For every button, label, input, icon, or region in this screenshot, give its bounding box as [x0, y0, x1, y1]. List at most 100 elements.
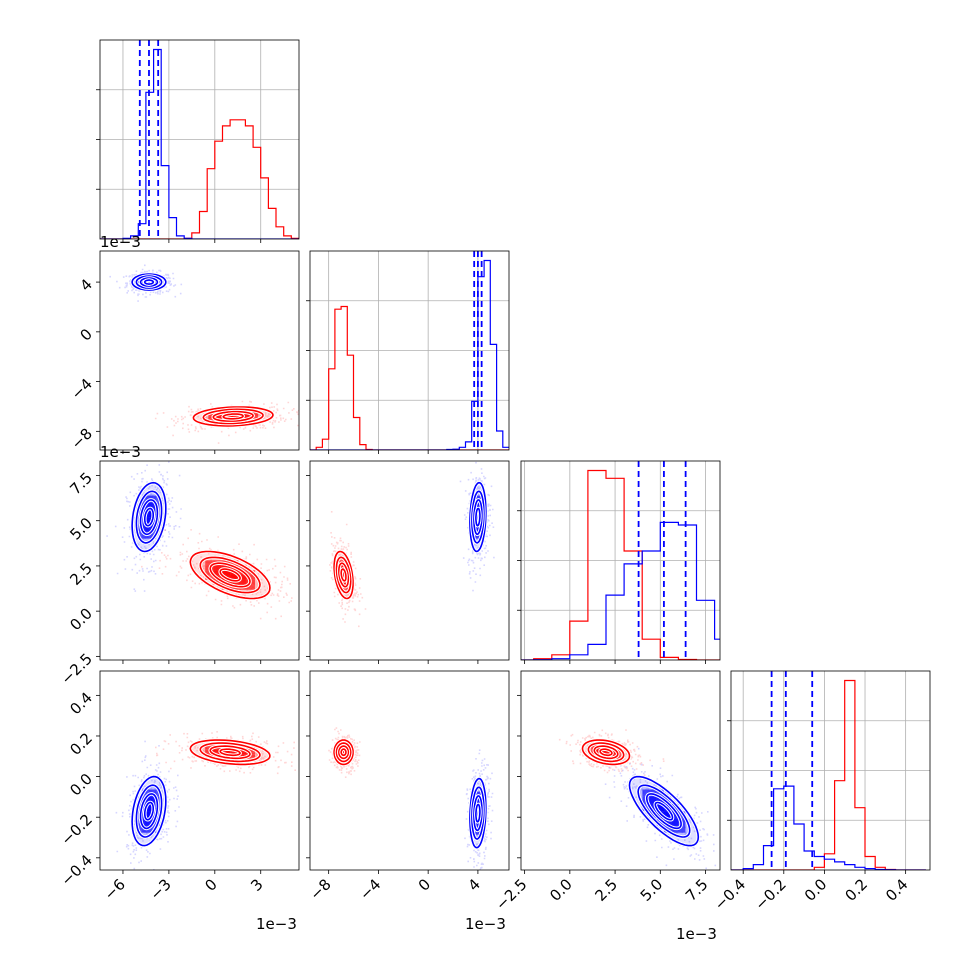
hist-3-series-a: [731, 785, 926, 870]
scatter-1-3-contour-0-1: [471, 786, 485, 840]
scatter-0-3-density-1: [238, 752, 247, 755]
scatter-panel-0-1-inner: [109, 264, 299, 444]
scatter-2-3-contour-1-0: [581, 739, 631, 766]
scatter-1-2-contour-1-3: [340, 568, 347, 582]
scatter-0-2-density-0: [149, 509, 153, 518]
scatter-0-1-contour-1-2: [212, 410, 254, 422]
scatter-0-1-density-1: [216, 416, 225, 419]
scatter-1-2-density-0: [476, 524, 478, 532]
scatter-0-3-density-0: [152, 796, 156, 804]
scatter-1-3-contour-0-3: [475, 803, 481, 823]
scatter-0-1-density-1: [249, 412, 259, 415]
scatter-2-3-density-0: [642, 789, 650, 797]
scatter-panel-1-3: [306, 670, 510, 874]
scatter-0-2-density-0: [152, 502, 156, 510]
scatter-panel-0-3-inner: [115, 731, 299, 870]
scatter-panel-2-3-frame: [520, 670, 721, 871]
scatter-0-3-contour-0-1: [135, 784, 163, 838]
hist-panel-0-inner: [100, 40, 299, 239]
scatter-0-3-density-0: [145, 796, 149, 804]
scatter-0-1-contour-1-1: [202, 408, 264, 425]
scatter-2-3-contour-1-1: [587, 742, 625, 763]
scatter-0-1-points-1: [154, 400, 299, 444]
hist-0-series-a: [100, 48, 299, 239]
scatter-panel-1-3-frame: [309, 670, 510, 871]
scatter-2-3-contour-0-2: [645, 793, 682, 830]
scatter-2-3-density-0: [649, 796, 657, 804]
scatter-0-3-density-1: [213, 749, 222, 753]
scatter-0-3-contour-0-2: [139, 793, 159, 830]
scatter-0-3-density-1: [213, 752, 222, 755]
hist-panel-0: [96, 39, 300, 243]
scatter-0-2-density-0: [142, 509, 146, 518]
scatter-panel-2-3: [517, 670, 721, 874]
scatter-1-2-contour-0-1: [471, 490, 485, 544]
scatter-0-2-density-0: [138, 531, 142, 539]
scatter-2-3-fill-0-1: [638, 785, 690, 837]
scatter-1-2-contour-1-2: [338, 562, 350, 588]
scatter-2-3-density-0: [663, 811, 672, 819]
hist-panel-1: [306, 250, 510, 454]
hist-0-series-b: [100, 119, 299, 239]
scatter-0-2-density-0: [156, 495, 160, 503]
scatter-0-2-contour-0-1: [135, 490, 163, 544]
scatter-0-2-contour-0-0: [131, 481, 167, 553]
scatter-0-2-contour-1-2: [209, 562, 251, 588]
scatter-0-3-density-0: [145, 811, 149, 819]
hist-panel-1-inner: [310, 251, 509, 450]
scatter-0-2-density-1: [205, 570, 214, 575]
scatter-panel-2-3-inner: [558, 729, 717, 870]
scatter-1-3-contour-1-3: [340, 748, 347, 757]
scatter-0-1-contour-0-1: [135, 275, 163, 289]
scatter-2-3-contour-0-1: [637, 784, 691, 838]
scatter-2-3-density-0: [649, 803, 657, 812]
scatter-0-2-density-0: [145, 495, 149, 503]
scatter-0-3-density-0: [149, 818, 153, 826]
scatter-0-3-density-1: [205, 752, 214, 755]
scatter-0-3-contour-1-1: [199, 742, 261, 763]
hist-panel-3: [727, 670, 931, 874]
scatter-0-2-points-0: [106, 461, 182, 592]
scatter-0-2-density-1: [238, 579, 247, 585]
scatter-0-1-contour-0-3: [143, 279, 155, 285]
scatter-0-3-contour-0-0: [131, 775, 167, 847]
scatter-0-1-density-1: [208, 418, 217, 421]
scatter-panel-1-2-frame: [309, 460, 510, 661]
scatter-1-3-contour-0-2: [473, 795, 483, 832]
scatter-0-2-density-0: [142, 524, 146, 532]
scatter-1-2-contour-0-3: [475, 507, 481, 527]
hist-panel-2-inner: [521, 461, 720, 660]
scatter-0-2-density-1: [221, 570, 231, 575]
scatter-0-3-density-0: [142, 818, 146, 826]
scatter-2-3-density-0: [663, 818, 672, 826]
scatter-0-3-contour-0-3: [143, 801, 155, 821]
scatter-2-3-density-0: [656, 796, 664, 804]
scatter-0-3-density-0: [149, 796, 153, 804]
scatter-panel-0-2-frame: [99, 460, 300, 661]
scatter-0-1-contour-0-0: [131, 273, 167, 291]
scatter-0-3-density-0: [149, 803, 153, 812]
scatter-panel-0-1-frame: [99, 250, 300, 451]
scatter-0-2-fill-1-0: [190, 551, 270, 599]
scatter-0-2-density-1: [246, 584, 255, 590]
scatter-2-3-density-0: [656, 803, 664, 812]
scatter-0-2-contour-1-0: [189, 550, 271, 600]
panels: −8−404−2.50.02.55.07.5−0.4−0.20.00.20.4−…: [58, 39, 931, 914]
scatter-1-2-contour-1-0: [333, 550, 354, 600]
scatter-0-3-contour-1-3: [219, 748, 241, 757]
scatter-2-3-density-0: [671, 811, 679, 819]
hist-panel-3-inner: [731, 671, 930, 870]
scatter-1-2-contour-1-1: [335, 556, 352, 594]
scatter-panel-0-3-frame: [99, 670, 300, 871]
scatter-panel-0-3: [96, 670, 300, 874]
scatter-0-2-density-1: [213, 570, 222, 575]
scatter-2-3-density-0: [678, 825, 686, 833]
scatter-1-3-points-0: [464, 749, 494, 870]
offset-label-row1: 1e−3: [100, 233, 141, 251]
scatter-1-3-contour-0-0: [469, 777, 487, 849]
scatter-0-2-contour-1-1: [199, 556, 261, 594]
scatter-1-2-contour-0-2: [473, 499, 483, 536]
scatter-0-2-density-0: [145, 524, 149, 532]
hist-2-series-b: [521, 469, 720, 660]
hist-1-series-b: [310, 305, 509, 450]
